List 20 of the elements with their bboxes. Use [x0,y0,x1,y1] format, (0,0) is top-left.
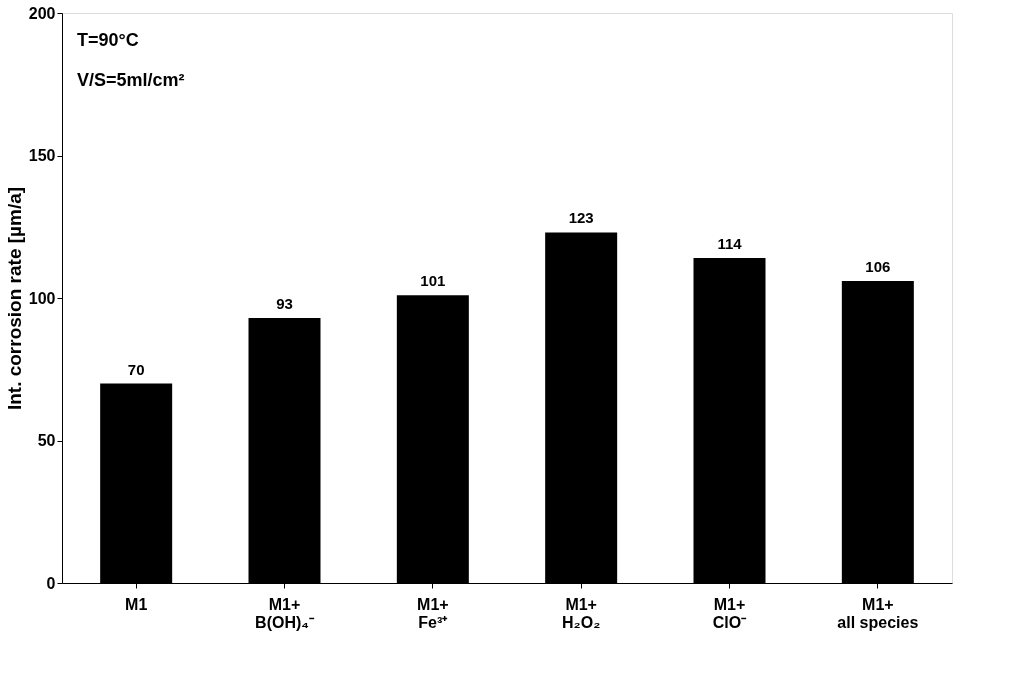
y-tick-label: 150 [28,147,56,164]
y-tick-label: 200 [28,4,56,22]
annotation: V/S=5ml/cm² [77,70,185,90]
data-label: 114 [717,235,743,253]
x-tick-label: M1+ B(OH)₄⁻ [255,595,315,631]
data-label: 123 [568,209,594,227]
y-tick-label: 100 [28,289,56,307]
x-tick-label: M1+ H₂O₂ [562,595,601,631]
annotation: T=90°C [77,30,139,50]
y-tick-label: 50 [37,432,56,449]
data-label: 106 [865,257,891,275]
x-tick-label: M1 [125,595,148,613]
data-label: 93 [276,294,293,312]
y-tick-label: 0 [46,574,56,592]
data-label: 101 [420,272,446,290]
x-tick-label: M1+ ClO⁻ [712,595,748,631]
x-tick-label: M1+ Fe³⁺ [417,595,449,631]
y-axis-title: Int. corrosion rate [µm/a] [3,186,25,411]
x-tick-label: M1+ all species [837,595,919,631]
data-label: 70 [127,360,145,378]
